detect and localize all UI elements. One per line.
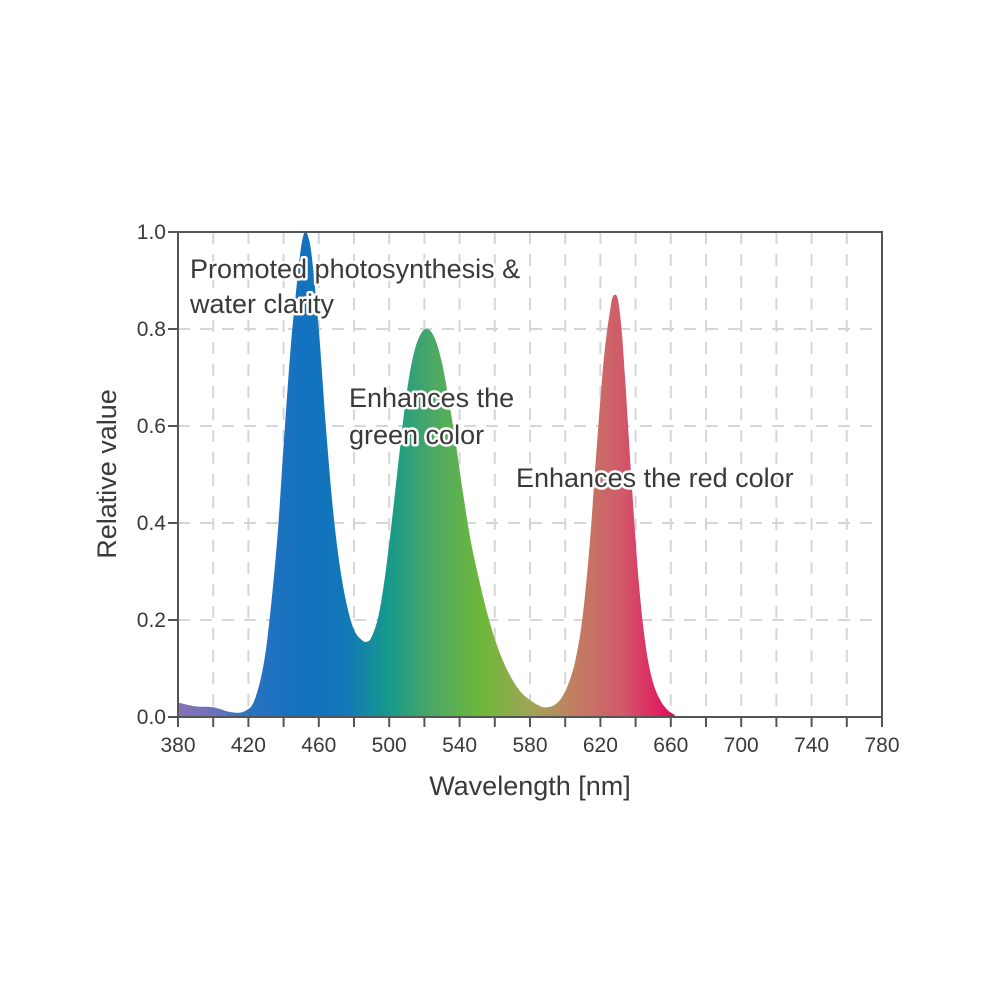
annotation-blue-line1: Promoted photosynthesis &: [190, 254, 520, 284]
x-tick-label: 620: [583, 734, 618, 757]
x-tick-label: 540: [442, 734, 477, 757]
y-tick-label: 0.8: [137, 318, 166, 341]
y-tick-label: 1.0: [137, 221, 166, 244]
y-tick-label: 0.0: [137, 706, 166, 729]
annotation-green: Enhances the green color: [347, 381, 517, 453]
tick-labels: 380 420 460 500 540 580 620 660 700 740 780 0.0 0.2 0…: [137, 221, 900, 757]
x-tick-label: 500: [372, 734, 407, 757]
x-tick-label: 580: [512, 734, 547, 757]
x-tick-label: 420: [231, 734, 266, 757]
annotation-red: Enhances the red color: [514, 461, 797, 496]
x-tick-label: 660: [653, 734, 688, 757]
annotation-green-line2: green color: [349, 420, 484, 450]
y-tick-label: 0.6: [137, 415, 166, 438]
y-tick-label: 0.2: [137, 609, 166, 632]
annotation-green-line1: Enhances the: [349, 383, 514, 413]
axes: [168, 231, 883, 727]
annotation-blue-line2: water clarity: [189, 289, 335, 319]
x-tick-label: 780: [864, 734, 899, 757]
annotation-red-line1: Enhances the red color: [516, 463, 794, 493]
y-axis-title: Relative value: [92, 389, 122, 559]
x-axis-title: Wavelength [nm]: [429, 771, 631, 801]
x-tick-label: 700: [724, 734, 759, 757]
x-tick-label: 380: [160, 734, 195, 757]
annotation-blue: Promoted photosynthesis & water clarity: [187, 252, 523, 322]
x-tick-label: 740: [794, 734, 829, 757]
y-tick-label: 0.4: [137, 512, 167, 535]
x-tick-label: 460: [301, 734, 336, 757]
spectrum-area: [178, 231, 882, 718]
